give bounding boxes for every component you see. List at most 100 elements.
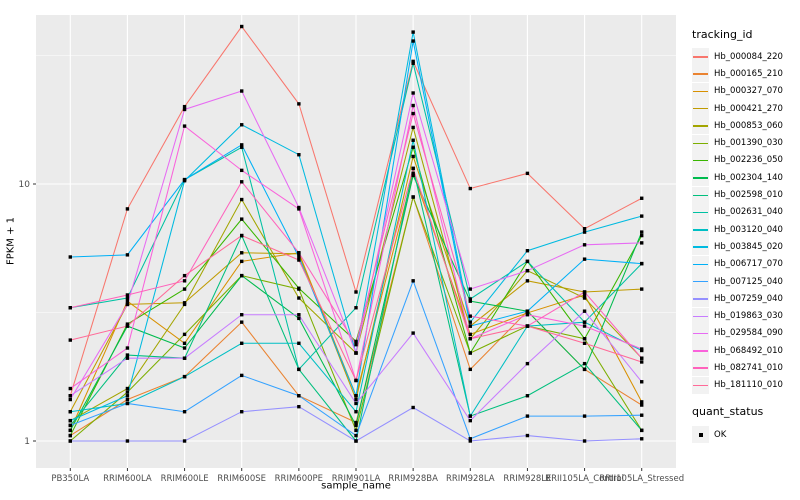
data-point [411,173,415,178]
data-point [411,166,415,171]
data-point [582,230,587,234]
data-point [582,414,587,418]
data-point [411,331,415,335]
data-point [182,341,187,345]
legend-item: Hb_000165_210 [692,65,798,83]
x-tick-label: PB350LA [51,474,89,484]
data-point [525,309,530,313]
x-tick-label: RRII105LA_Control [545,474,624,484]
data-point [68,410,72,414]
data-point [240,24,244,29]
data-point [125,353,130,357]
data-point [240,233,244,238]
data-point [468,186,472,191]
y-tick-label: 1 [24,437,30,447]
legend-key-box [692,151,709,169]
legend-item: Hb_003120_040 [692,221,798,239]
legend-key-box [692,117,709,135]
data-point [297,316,301,321]
data-point [240,89,244,93]
data-point [411,111,415,116]
legend-item-label: Hb_000165_210 [714,68,783,79]
data-point [182,124,187,128]
legend-key-box [692,65,709,83]
x-tick-label: RRII105LA_Stressed [599,474,684,484]
data-point [125,299,130,303]
legend-key-box [692,359,709,377]
legend-item: Hb_068492_010 [692,342,798,360]
legend-item: Hb_000853_060 [692,117,798,135]
data-point [354,342,358,347]
legend: tracking_id Hb_000084_220 Hb_000165_210 Hb… [692,28,798,445]
legend-item-label: Hb_000421_270 [714,103,783,114]
legend-item-label: Hb_019863_030 [714,311,783,322]
legend-item-ok: OK [692,425,798,445]
data-point [582,320,587,324]
data-point [468,297,472,301]
legend-item: Hb_007125_040 [692,273,798,290]
data-point [640,347,644,351]
data-point [468,332,472,337]
data-point [125,296,130,300]
data-point [468,351,472,355]
data-point [68,439,72,443]
data-point [182,439,187,443]
data-point [411,145,415,149]
data-point [125,397,130,402]
data-point [240,251,244,255]
data-point [240,180,244,184]
data-point [240,373,244,378]
legend-key-box [692,169,709,187]
data-point [640,403,644,407]
data-point [125,324,130,328]
legend-key-line [693,384,708,387]
legend-item-label: Hb_029584_090 [714,328,783,339]
legend-key-box [692,221,709,239]
legend-item: Hb_000421_270 [692,100,798,118]
legend-item-label: Hb_003845_020 [714,241,783,252]
data-point [240,123,244,127]
data-point [182,104,187,109]
legend-key-line [693,263,708,266]
x-tick-label: RRIM600LE [161,474,209,484]
data-point [125,346,130,350]
data-point [68,386,72,391]
data-point [525,311,530,315]
data-point [525,361,530,366]
data-point [640,214,644,218]
x-tick-label: RRIM600PE [275,474,323,484]
data-point [125,401,130,406]
data-point [354,351,358,355]
data-point [468,367,472,372]
legend-title-tracking-id: tracking_id [692,28,753,41]
data-point [525,394,530,398]
data-point [582,257,587,261]
data-point [525,433,530,438]
legend-key-line [693,315,708,317]
data-point [68,394,72,398]
data-point [182,346,187,350]
legend-key-line [693,367,708,369]
legend-item-label: Hb_000084_220 [714,51,783,62]
data-point [640,400,644,404]
data-point [354,428,358,433]
data-point [582,226,587,231]
x-axis-title: sample_name [321,480,391,492]
data-point [354,394,358,398]
data-point [468,439,472,443]
data-point [125,293,130,297]
data-point [525,414,530,418]
legend-item-label: Hb_003120_040 [714,224,783,235]
data-point [182,279,187,283]
data-point [411,154,415,159]
data-point [582,324,587,328]
data-point [182,177,187,182]
data-point [640,196,644,200]
data-point [582,337,587,341]
data-point [582,367,587,372]
data-point [354,410,358,414]
legend-key-line [693,332,708,335]
legend-item-label: Hb_002236_050 [714,155,783,166]
data-point [182,273,187,278]
